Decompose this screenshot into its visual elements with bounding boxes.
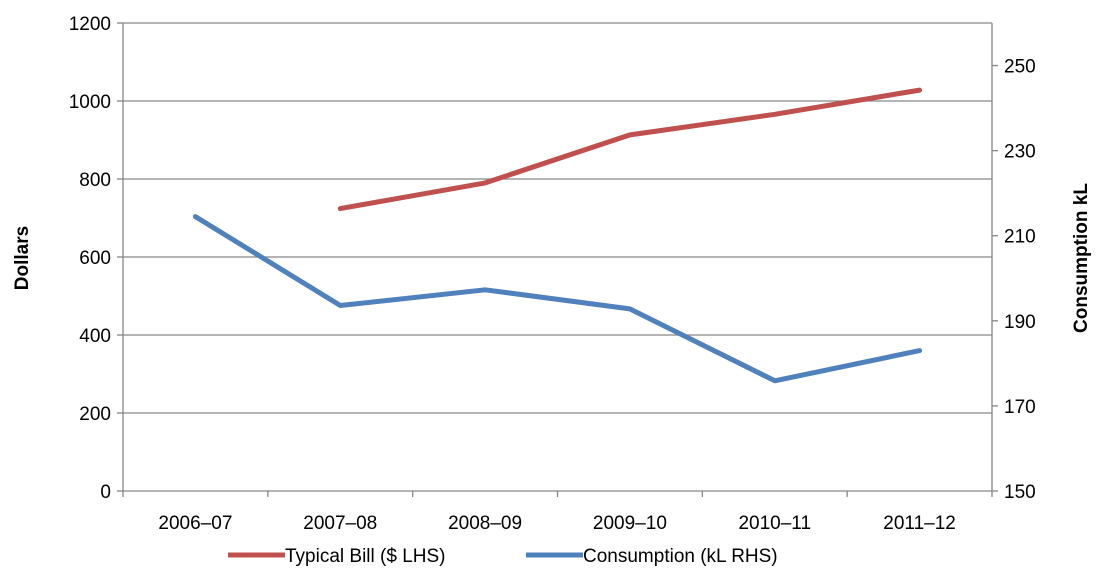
- y-tick-label: 200: [79, 404, 111, 425]
- y2-tick-label: 230: [1004, 142, 1036, 163]
- y2-tick-label: 150: [1004, 482, 1036, 503]
- left-axis-ticks: 0 200 400 600 800 1000 1200: [69, 14, 123, 503]
- series-line-consumption: [195, 217, 919, 381]
- legend-label-consumption: Consumption (kL RHS): [583, 546, 778, 567]
- y-axis-title: Dollars: [12, 226, 33, 290]
- y-tick-label: 1200: [69, 14, 111, 35]
- series-lines: [195, 90, 919, 381]
- legend-label-typical-bill: Typical Bill ($ LHS): [285, 546, 446, 567]
- gridlines: [123, 23, 992, 413]
- x-axis-ticks: 2006–07 2007–08 2008–09 2009–10 2010–11 2011–…: [123, 491, 992, 534]
- y-tick-label: 1000: [69, 92, 111, 113]
- y-tick-label: 0: [100, 482, 111, 503]
- y2-tick-label: 170: [1004, 397, 1036, 418]
- y2-tick-label: 190: [1004, 312, 1036, 333]
- y-tick-label: 800: [79, 170, 111, 191]
- x-tick-label: 2009–10: [593, 513, 667, 534]
- right-axis-ticks: 150 170 190 210 230 250: [992, 57, 1036, 503]
- x-tick-label: 2008–09: [448, 513, 522, 534]
- y2-tick-label: 210: [1004, 227, 1036, 248]
- legend: Typical Bill ($ LHS) Consumption (kL RHS…: [228, 546, 778, 567]
- x-tick-label: 2007–08: [303, 513, 377, 534]
- y2-axis-title: Consumption kL: [1071, 183, 1092, 333]
- x-tick-label: 2011–12: [883, 513, 956, 534]
- x-tick-label: 2006–07: [158, 513, 232, 534]
- y-tick-label: 400: [79, 326, 111, 347]
- series-line-typical-bill: [340, 90, 919, 209]
- y-tick-label: 600: [79, 248, 111, 269]
- x-tick-label: 2010–11: [738, 513, 811, 534]
- y2-tick-label: 250: [1004, 57, 1036, 78]
